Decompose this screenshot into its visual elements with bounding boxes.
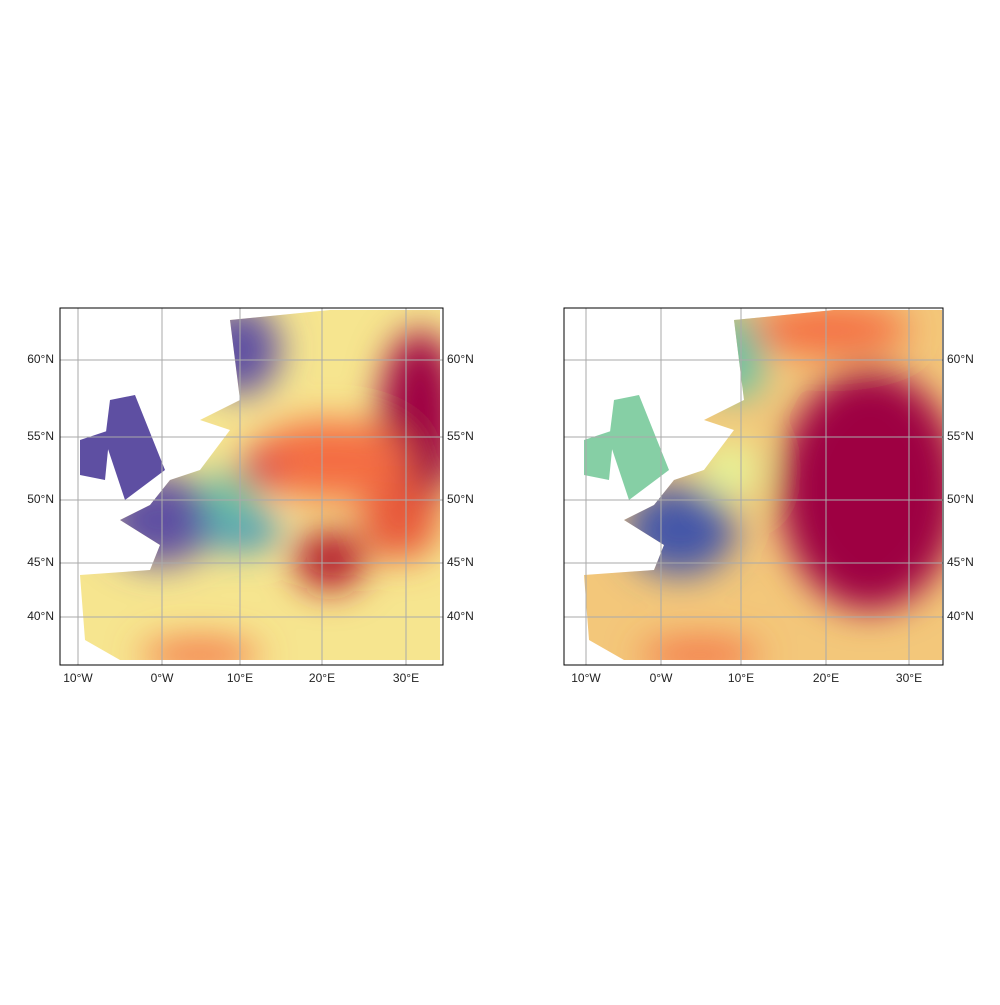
y-tick-label: 40°N bbox=[447, 609, 474, 623]
x-tick-label: 10°W bbox=[571, 671, 601, 685]
x-tick-label: 20°E bbox=[813, 671, 839, 685]
y-tick-label: 50°N bbox=[447, 492, 474, 506]
y-tick-label: 50°N bbox=[947, 492, 974, 506]
x-tick-label: 0°W bbox=[151, 671, 174, 685]
y-tick-label: 50°N bbox=[27, 492, 54, 506]
y-tick-label: 60°N bbox=[447, 352, 474, 366]
y-tick-label: 45°N bbox=[447, 555, 474, 569]
y-tick-label: 40°N bbox=[947, 609, 974, 623]
x-tick-label: 30°E bbox=[393, 671, 419, 685]
y-tick-label: 60°N bbox=[947, 352, 974, 366]
y-tick-label: 60°N bbox=[27, 352, 54, 366]
map-frame bbox=[59, 307, 444, 666]
y-tick-label: 45°N bbox=[27, 555, 54, 569]
x-tick-label: 10°E bbox=[728, 671, 754, 685]
map-frame bbox=[563, 307, 944, 666]
x-tick-label: 20°E bbox=[309, 671, 335, 685]
y-tick-label: 55°N bbox=[947, 429, 974, 443]
y-tick-label: 55°N bbox=[27, 429, 54, 443]
x-tick-label: 0°W bbox=[650, 671, 673, 685]
y-tick-label: 45°N bbox=[947, 555, 974, 569]
x-tick-label: 10°W bbox=[63, 671, 93, 685]
y-tick-label: 55°N bbox=[447, 429, 474, 443]
y-tick-label: 40°N bbox=[27, 609, 54, 623]
x-tick-label: 30°E bbox=[896, 671, 922, 685]
x-tick-label: 10°E bbox=[227, 671, 253, 685]
